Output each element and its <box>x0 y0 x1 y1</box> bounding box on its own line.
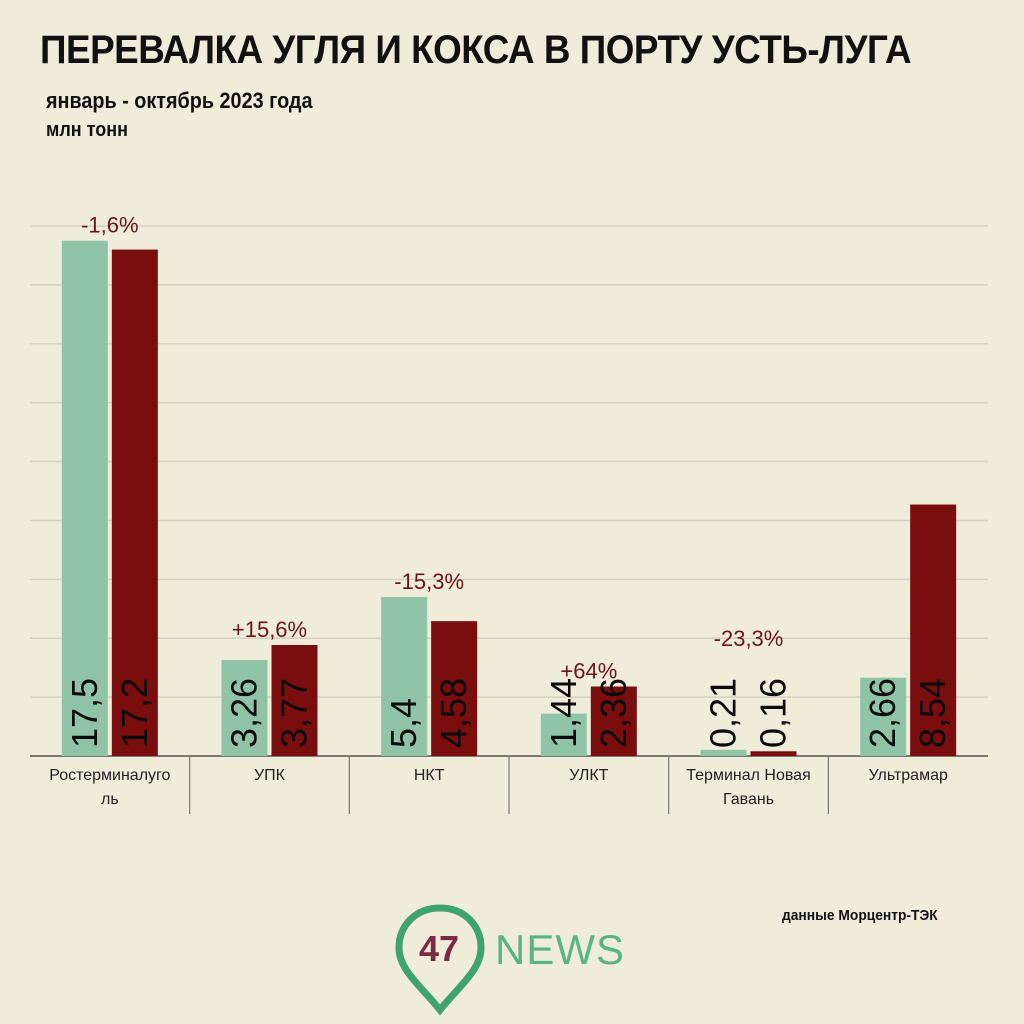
bar-b <box>111 249 158 757</box>
logo-number: 47 <box>418 928 460 969</box>
category-label: Ростерминалуго <box>49 767 170 784</box>
data-label: 3,77 <box>274 678 315 748</box>
bar-a <box>700 749 747 756</box>
data-label: 8,54 <box>912 678 953 748</box>
change-label: -1,6% <box>81 213 138 238</box>
47news-logo: 47 NEWS <box>395 904 645 1016</box>
chart-title: ПЕРЕВАЛКА УГЛЯ И КОКСА В ПОРТУ УСТЬ-ЛУГА <box>40 28 912 72</box>
data-label: 0,16 <box>753 678 794 748</box>
bar-b <box>431 621 478 756</box>
data-label: 5,4 <box>383 698 424 748</box>
change-label: +64% <box>560 659 617 684</box>
data-label: 1,44 <box>543 678 584 748</box>
category-label: ль <box>101 791 119 808</box>
bar-b <box>590 686 637 756</box>
data-label: 17,2 <box>114 678 155 748</box>
bar-a <box>860 677 907 756</box>
data-label: 3,26 <box>224 678 265 748</box>
unit-label: млн тонн <box>46 119 128 141</box>
bar-chart: 17,5 17,2 -1,6% Ростерминалуго ль 3,26 3,77 +15… <box>30 213 988 814</box>
bar-a <box>381 597 428 756</box>
data-label: 0,21 <box>703 678 744 748</box>
map-pin-icon <box>395 904 485 1016</box>
bar-b <box>271 644 318 756</box>
bar-a <box>540 713 587 756</box>
category-label: НКТ <box>414 767 445 784</box>
category-label: Ультрамар <box>868 767 948 784</box>
bar-b <box>910 504 957 756</box>
bar-a <box>61 240 108 756</box>
data-label: 2,66 <box>862 678 903 748</box>
data-label: 2,36 <box>593 678 634 748</box>
category-label: Гавань <box>723 791 774 808</box>
chart-subtitle: январь - октябрь 2023 года <box>46 88 313 113</box>
bar-a <box>221 660 268 756</box>
logo-word: NEWS <box>495 926 625 973</box>
category-label: УПК <box>254 767 286 784</box>
category-label: Терминал Новая <box>686 767 810 784</box>
change-label: -15,3% <box>394 569 464 594</box>
category-label: УЛКТ <box>569 767 608 784</box>
change-label: -23,3% <box>714 626 784 651</box>
data-label: 17,5 <box>64 678 105 748</box>
data-label: 4,58 <box>433 678 474 748</box>
source-note: данные Морцентр-ТЭК <box>782 907 938 924</box>
bar-b <box>750 751 797 756</box>
change-label: +15,6% <box>232 617 307 642</box>
